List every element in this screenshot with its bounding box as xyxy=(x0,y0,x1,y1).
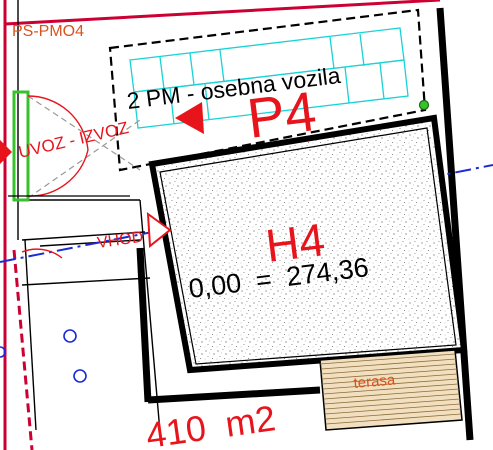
area-label: 410 m2 xyxy=(143,397,278,450)
gate-area xyxy=(8,90,141,202)
outer-wall xyxy=(136,7,474,441)
exit-label: UVOZ - IZVOZ xyxy=(17,118,131,162)
circle-marker-icon xyxy=(0,346,6,358)
circle-marker-icon xyxy=(418,99,430,111)
parking-code: P4 xyxy=(244,79,320,150)
site-outline xyxy=(17,0,161,433)
house-footprint xyxy=(148,114,468,374)
terrace xyxy=(319,349,463,431)
terrace-label: terasa xyxy=(353,371,397,392)
circle-marker-icon xyxy=(73,369,87,383)
plot-boundary xyxy=(3,0,441,450)
arrow-left-icon xyxy=(175,102,204,134)
circle-marker-icon xyxy=(63,329,77,343)
house-code: H4 xyxy=(263,213,328,272)
arrow-right-icon xyxy=(0,140,12,164)
entrance-label: VHOD xyxy=(96,229,144,252)
parking-bays xyxy=(129,27,409,129)
door-swing-arc xyxy=(21,248,63,259)
zone-label: PS-PMO4 xyxy=(12,23,84,40)
arrow-right-icon xyxy=(146,211,172,248)
